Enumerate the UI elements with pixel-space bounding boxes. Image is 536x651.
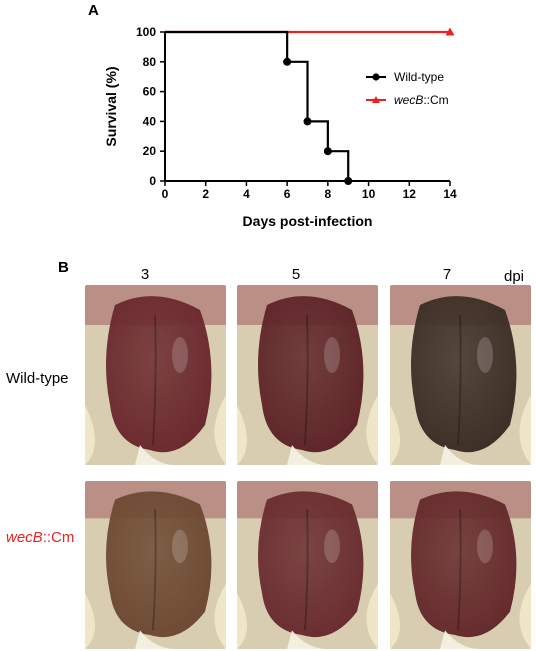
x-tick-label: 12: [403, 187, 417, 201]
column-label-5dpi: 5: [291, 266, 301, 283]
data-point-wild-type: [344, 177, 353, 185]
liver-photo-wecb-3dpi: [85, 481, 226, 649]
liver-photo-wecb-7dpi: [390, 481, 531, 649]
x-tick-label: 10: [362, 187, 376, 201]
row-label-wild-type: Wild-type: [6, 370, 69, 387]
liver-photo-wild-type-7dpi: [390, 285, 531, 465]
chart-series-layer: [165, 27, 455, 185]
panel-a-letter: A: [88, 2, 99, 19]
y-tick-label: 0: [149, 174, 156, 188]
legend-label: Wild-type: [394, 70, 444, 84]
data-point-wild-type: [323, 147, 332, 156]
legend-marker: [372, 73, 380, 81]
column-label-7dpi: 7: [442, 266, 452, 283]
y-tick-label: 20: [143, 144, 157, 158]
row-label-wecb-mutant: wecB::Cm: [6, 529, 74, 546]
x-tick-label: 0: [162, 187, 169, 201]
chart-axes: 0 2 4 6 8 10 12 14 0 20 40 60 80 100: [136, 25, 457, 201]
y-tick-label: 60: [143, 85, 157, 99]
row-label-suffix: ::Cm: [42, 529, 75, 546]
legend-marker: [372, 96, 380, 103]
x-tick-label: 2: [202, 187, 209, 201]
data-point-wecb: [445, 27, 455, 36]
data-point-wild-type: [283, 57, 292, 66]
series-line-wild-type: [165, 30, 350, 181]
y-tick-label: 100: [136, 25, 156, 39]
column-label-3dpi: 3: [140, 266, 150, 283]
x-tick-label: 4: [243, 187, 250, 201]
liver-photo-wild-type-3dpi: [85, 285, 226, 465]
y-tick-label: 80: [143, 55, 157, 69]
y-tick-label: 40: [143, 114, 157, 128]
liver-photo-wecb-5dpi: [237, 481, 378, 649]
legend-label: wecB::Cm: [394, 93, 449, 107]
column-unit-label: dpi: [503, 268, 525, 285]
x-tick-label: 6: [284, 187, 291, 201]
y-axis-label: Survival (%): [103, 66, 119, 146]
x-axis-label: Days post-infection: [243, 213, 373, 229]
panel-b-letter: B: [58, 259, 69, 276]
row-label-gene-name: wecB: [6, 529, 43, 546]
x-tick-label: 14: [443, 187, 457, 201]
data-point-wild-type: [303, 117, 312, 126]
x-tick-label: 8: [325, 187, 332, 201]
liver-photo-wild-type-5dpi: [237, 285, 378, 465]
